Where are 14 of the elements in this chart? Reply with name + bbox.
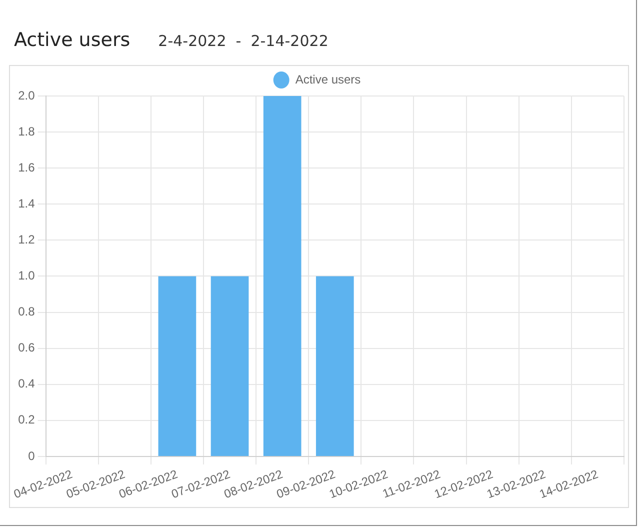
y-tick-label: 0.8 [18,304,36,319]
y-tick-label: 2.0 [18,88,36,102]
y-tick-label: 1.6 [18,160,36,174]
chart-title: Active users [14,29,130,51]
y-tick-label: 0.4 [18,376,36,391]
y-tick-label: 1.8 [18,124,36,138]
y-tick-label: 1.2 [18,232,36,246]
y-tick-label: 0 [28,448,36,463]
y-tick-label: 0.6 [18,340,36,355]
chart-subtitle: 2-4-2022 - 2-14-2022 [158,32,328,50]
y-tick-label: 1.0 [18,268,36,283]
y-tick-label: 0.2 [18,412,36,427]
legend-label: Active users [295,72,361,86]
y-tick-label: 1.4 [18,196,36,210]
